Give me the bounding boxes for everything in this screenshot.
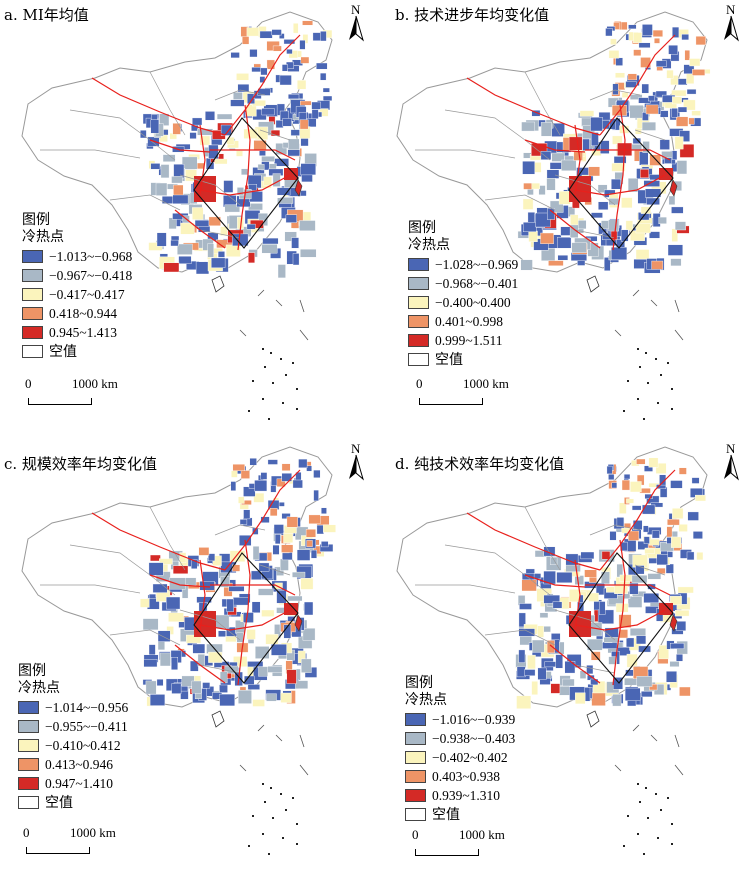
china-map bbox=[396, 446, 708, 855]
legend-swatch bbox=[408, 258, 429, 271]
north-arrow-icon: N bbox=[343, 441, 369, 483]
panel-title: a. MI年均值 bbox=[4, 6, 89, 24]
north-arrow-icon: N bbox=[343, 2, 369, 44]
legend-item: 0.418~0.944 bbox=[22, 304, 132, 323]
panel-title: c. 规模效率年均变化值 bbox=[4, 455, 157, 473]
legend-title: 图例 bbox=[18, 663, 46, 679]
legend-swatch bbox=[408, 334, 429, 347]
legend-swatch bbox=[405, 808, 426, 821]
legend-item: 空值 bbox=[18, 793, 128, 812]
legend-swatch bbox=[405, 713, 426, 726]
legend-swatch bbox=[22, 307, 43, 320]
legend-subtitle: 冷热点 bbox=[22, 229, 64, 245]
legend-swatch bbox=[22, 250, 43, 263]
legend-item: 空值 bbox=[22, 342, 132, 361]
legend-swatch bbox=[405, 789, 426, 802]
china-map bbox=[21, 11, 333, 420]
panel-title: d. 纯技术效率年均变化值 bbox=[395, 455, 565, 473]
legend-swatch bbox=[405, 751, 426, 764]
legend-swatch bbox=[18, 720, 39, 733]
legend-item: −0.938~−0.403 bbox=[405, 729, 515, 748]
legend-item: 0.413~0.946 bbox=[18, 755, 128, 774]
legend-item: −0.400~0.400 bbox=[408, 293, 518, 312]
china-map bbox=[396, 11, 711, 420]
legend-title: 图例 bbox=[408, 220, 436, 236]
map-legend: 图例 冷热点 −1.014~−0.956 −0.955~−0.411 −0.41… bbox=[18, 663, 128, 812]
legend-item: −0.955~−0.411 bbox=[18, 717, 128, 736]
legend-swatch bbox=[22, 288, 43, 301]
china-map bbox=[21, 446, 336, 855]
legend-item: −1.028~−0.969 bbox=[408, 255, 518, 274]
legend-item: 0.401~0.998 bbox=[408, 312, 518, 331]
legend-swatch bbox=[408, 296, 429, 309]
north-arrow-icon: N bbox=[718, 2, 744, 44]
legend-item: −1.013~−0.968 bbox=[22, 247, 132, 266]
map-panel-b: b. 技术进步年均变化值 N 图例 冷热点 −1.028~−0.969 −0.9… bbox=[375, 0, 750, 435]
legend-item: −0.967~−0.418 bbox=[22, 266, 132, 285]
legend-item: −0.410~0.412 bbox=[18, 736, 128, 755]
legend-title: 图例 bbox=[405, 675, 433, 691]
map-panel-a: a. MI年均值 N 图例 冷热点 −1.013~−0.968 −0.967~−… bbox=[0, 0, 375, 435]
legend-item: 0.403~0.938 bbox=[405, 767, 515, 786]
legend-swatch bbox=[18, 758, 39, 771]
scale-bar: 0 1000 km bbox=[416, 376, 509, 412]
legend-swatch bbox=[405, 770, 426, 783]
legend-swatch bbox=[405, 732, 426, 745]
legend-swatch bbox=[408, 353, 429, 366]
map-legend: 图例 冷热点 −1.028~−0.969 −0.968~−0.401 −0.40… bbox=[408, 220, 518, 369]
scale-bar: 0 1000 km bbox=[25, 376, 118, 412]
scale-bar: 0 1000 km bbox=[412, 827, 505, 863]
legend-swatch bbox=[18, 796, 39, 809]
map-legend: 图例 冷热点 −1.013~−0.968 −0.967~−0.418 −0.41… bbox=[22, 212, 132, 361]
legend-title: 图例 bbox=[22, 212, 50, 228]
legend-item: 0.999~1.511 bbox=[408, 331, 518, 350]
legend-item: 0.939~1.310 bbox=[405, 786, 515, 805]
legend-item: 空值 bbox=[405, 805, 515, 824]
legend-swatch bbox=[18, 701, 39, 714]
map-panel-d: d. 纯技术效率年均变化值 N 图例 冷热点 −1.016~−0.939 −0.… bbox=[375, 435, 750, 870]
legend-item: 0.945~1.413 bbox=[22, 323, 132, 342]
legend-item: −0.417~0.417 bbox=[22, 285, 132, 304]
legend-item: −1.014~−0.956 bbox=[18, 698, 128, 717]
legend-swatch bbox=[22, 345, 43, 358]
legend-swatch bbox=[22, 326, 43, 339]
legend-swatch bbox=[22, 269, 43, 282]
legend-swatch bbox=[18, 777, 39, 790]
legend-swatch bbox=[408, 277, 429, 290]
legend-subtitle: 冷热点 bbox=[18, 680, 60, 696]
legend-swatch bbox=[18, 739, 39, 752]
map-panel-c: c. 规模效率年均变化值 N 图例 冷热点 −1.014~−0.956 −0.9… bbox=[0, 435, 375, 870]
legend-item: 0.947~1.410 bbox=[18, 774, 128, 793]
legend-subtitle: 冷热点 bbox=[405, 692, 447, 708]
legend-subtitle: 冷热点 bbox=[408, 237, 450, 253]
panel-title: b. 技术进步年均变化值 bbox=[395, 6, 550, 24]
legend-swatch bbox=[408, 315, 429, 328]
scale-bar: 0 1000 km bbox=[23, 825, 116, 861]
map-legend: 图例 冷热点 −1.016~−0.939 −0.938~−0.403 −0.40… bbox=[405, 675, 515, 824]
legend-item: 空值 bbox=[408, 350, 518, 369]
legend-item: −0.968~−0.401 bbox=[408, 274, 518, 293]
north-arrow-icon: N bbox=[718, 441, 744, 483]
legend-item: −1.016~−0.939 bbox=[405, 710, 515, 729]
legend-item: −0.402~0.402 bbox=[405, 748, 515, 767]
